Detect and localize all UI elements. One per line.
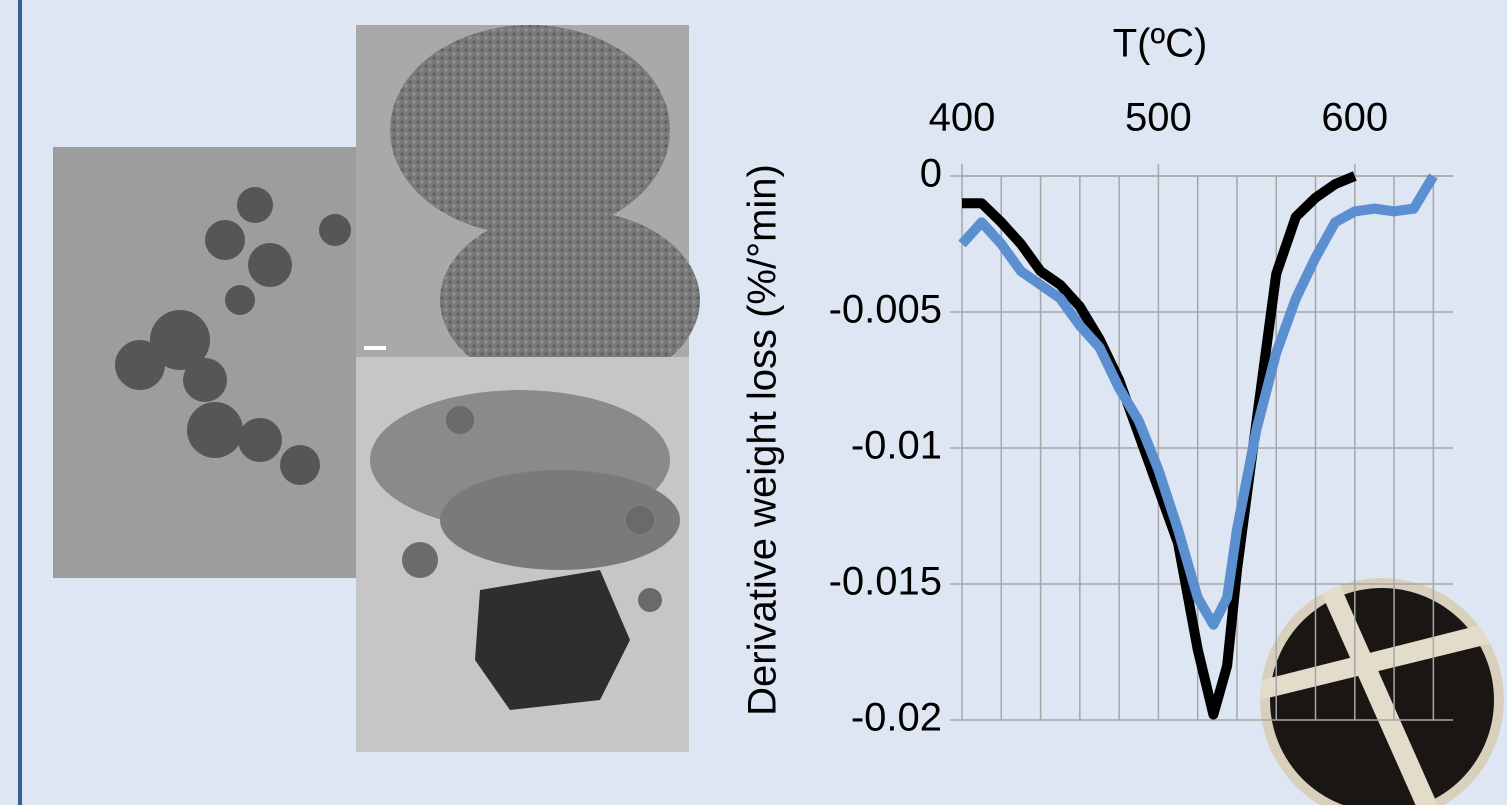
y-tick-label: -0.01: [851, 424, 942, 468]
hrtem-image: [356, 25, 700, 390]
x-tick-label: 600: [1321, 96, 1388, 140]
tem-image-bottom: [356, 357, 689, 752]
y-tick-label: 0: [920, 152, 942, 196]
y-tick-label: -0.005: [829, 288, 942, 332]
x-axis-label: T(ºC): [1113, 22, 1208, 66]
x-tick-label: 500: [1125, 96, 1192, 140]
tem-image-left: [53, 147, 356, 578]
data-line: [958, 173, 1438, 630]
y-axis-label: Derivative weight loss (%/°min): [741, 164, 785, 716]
sample-photo: [1260, 578, 1504, 805]
x-tick-label: 400: [929, 96, 996, 140]
side-border: [18, 0, 22, 805]
y-tick-label: -0.015: [829, 560, 942, 604]
data-line: [962, 171, 1357, 720]
y-tick-label: -0.02: [851, 696, 942, 740]
